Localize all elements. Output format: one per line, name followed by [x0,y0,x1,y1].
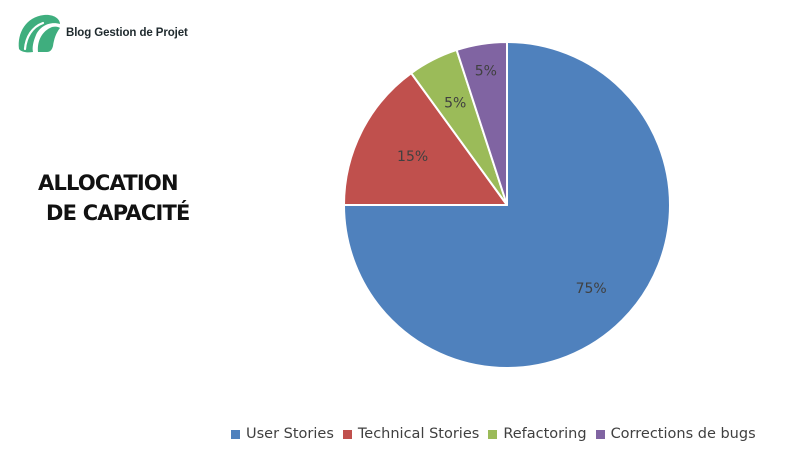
legend-label: Technical Stories [357,426,480,442]
pie-slice-user-stories [343,41,671,369]
legend-swatch [342,429,352,439]
data-label-corrections-de-bugs: 5% [475,63,497,79]
side-title: ALLOCATION DE CAPACITÉ [38,168,228,228]
pie-slice-technical-stories [343,72,508,206]
brand-header: Blog Gestion de Projet [14,11,188,55]
legend-label: Corrections de bugs [610,426,756,442]
brand-name: Blog Gestion de Projet [66,27,188,39]
legend-swatch [231,429,240,439]
legend-label: User Stories [246,426,334,442]
legend-item-user-stories: User Stories [231,426,334,442]
legend-swatch [488,429,498,439]
leaf-logo-icon [18,14,60,53]
legend-item-refactoring: Refactoring [488,426,587,442]
data-label-user-stories: 75% [576,281,607,297]
legend-swatch [595,429,605,439]
pie-chart: 75% 15% 5% 5% [343,41,671,369]
chart-legend: User Stories Technical Stories Refactoring… [231,424,801,444]
legend-item-corrections-de-bugs: Corrections de bugs [595,426,756,442]
pie-slice-corrections-de-bugs [455,41,508,206]
side-title-line1: ALLOCATION [38,171,179,195]
data-label-refactoring: 5% [444,95,466,111]
data-label-technical-stories: 15% [397,149,428,165]
side-title-line2: DE CAPACITÉ [46,201,190,225]
legend-item-technical-stories: Technical Stories [342,426,480,442]
legend-label: Refactoring [503,426,587,442]
